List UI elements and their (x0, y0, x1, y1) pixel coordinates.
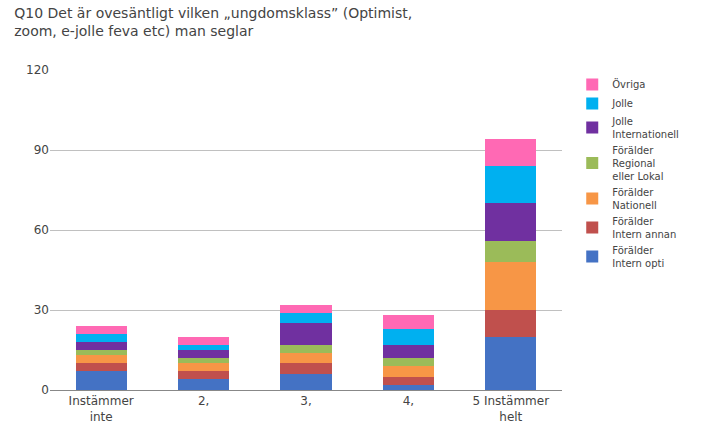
svg-text:5 Instämmerhelt: 5 Instämmerhelt (472, 394, 549, 424)
svg-text:FörälderIntern opti: FörälderIntern opti (612, 245, 664, 269)
svg-text:30: 30 (34, 303, 49, 317)
svg-text:Jolle: Jolle (611, 98, 633, 109)
svg-text:60: 60 (34, 223, 49, 237)
svg-text:4,: 4, (403, 394, 414, 408)
svg-text:3,: 3, (300, 394, 311, 408)
svg-text:FörälderIntern annan: FörälderIntern annan (612, 216, 676, 240)
svg-text:FörälderRegionaleller Lokal: FörälderRegionaleller Lokal (612, 145, 663, 182)
svg-text:90: 90 (34, 143, 49, 157)
svg-text:0: 0 (41, 383, 49, 397)
svg-text:Q10 Det är ovesäntligt vilken: Q10 Det är ovesäntligt vilken „ungdomskl… (14, 5, 412, 39)
svg-text:FörälderNationell: FörälderNationell (612, 187, 656, 211)
svg-text:120: 120 (26, 63, 49, 77)
svg-text:2,: 2, (198, 394, 209, 408)
svg-text:Instämmerinte: Instämmerinte (69, 394, 134, 424)
svg-text:Övriga: Övriga (612, 78, 645, 90)
svg-text:JolleInternationell: JolleInternationell (611, 116, 679, 140)
